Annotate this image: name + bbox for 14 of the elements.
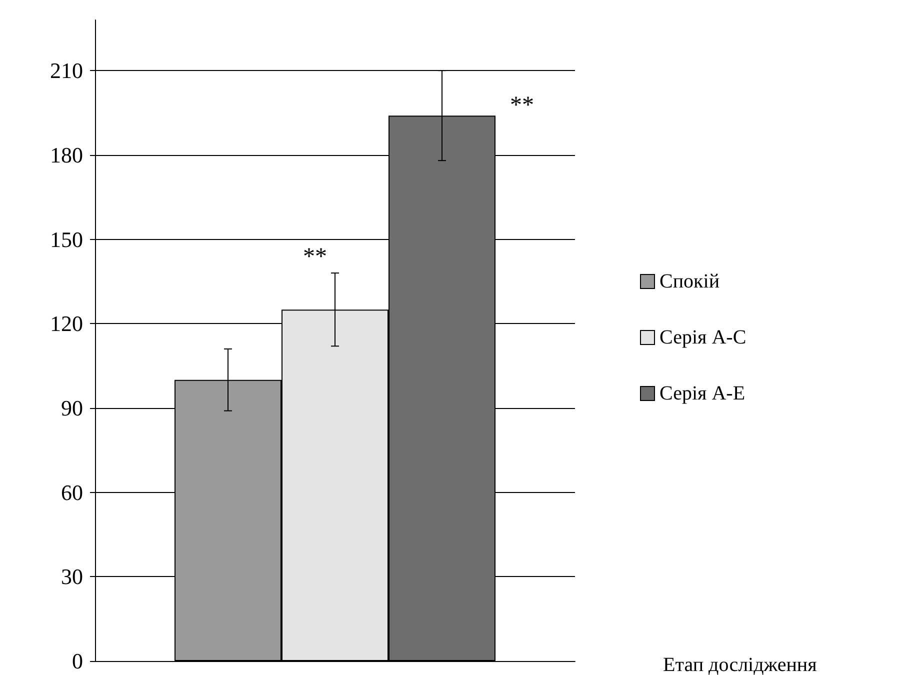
annotation: ** — [303, 244, 327, 270]
y-tick-label: 30 — [61, 564, 83, 590]
x-axis-title: Етап дослідження — [663, 654, 817, 675]
legend-label: Серія А-Е — [660, 382, 746, 404]
y-tick-label: 180 — [50, 142, 83, 168]
y-tick-label: 0 — [72, 648, 83, 674]
legend-label: Серія А-С — [660, 326, 746, 348]
y-tick-label: 150 — [50, 226, 83, 252]
y-tick-label: 90 — [61, 395, 83, 420]
y-tick-label: 60 — [61, 480, 83, 505]
y-tick-label: 120 — [50, 311, 83, 336]
legend-label: Спокій — [660, 270, 720, 292]
y-tick-label: 210 — [50, 58, 83, 84]
annotation: ** — [510, 92, 534, 119]
